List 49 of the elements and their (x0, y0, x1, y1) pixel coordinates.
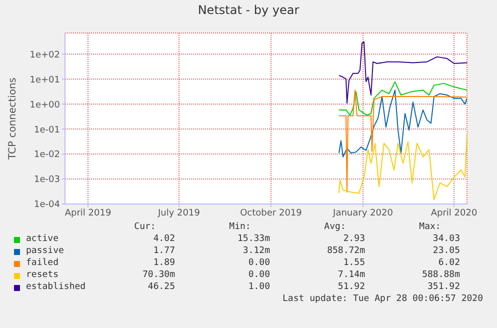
text: Max: (418, 222, 442, 232)
y-tick-label: 1e+01 (30, 75, 60, 86)
y-axis-title: TCP connections (8, 77, 19, 161)
text: 1.89 (152, 258, 175, 268)
text: 7.14m (336, 270, 365, 280)
text: 70.30m (141, 270, 175, 280)
text: 4.02 (152, 234, 175, 244)
chart-title: Netstat - by year (196, 3, 300, 17)
text: 0.00 (247, 258, 270, 268)
text: 858.72m (326, 246, 365, 256)
text: Last update: Tue Apr 28 00:06:57 2020 (282, 294, 483, 304)
text: 3.12m (242, 246, 270, 256)
text: 6.02 (437, 258, 460, 268)
line-series (338, 90, 467, 158)
y-tick-label: 1e-04 (34, 200, 60, 210)
text: 2.93 (342, 234, 365, 244)
y-tick-label: 1e-01 (34, 125, 60, 136)
text: Avg: (323, 222, 347, 232)
y-tick-label: 1e-03 (34, 175, 60, 186)
x-tick-label: April 2020 (430, 208, 478, 218)
x-tick-label: July 2019 (157, 208, 200, 218)
text: 23.05 (432, 246, 460, 256)
x-tick-label: January 2020 (332, 208, 394, 218)
line-series (338, 81, 467, 116)
text: 1.00 (247, 282, 270, 292)
legend-label: resets (26, 270, 59, 280)
x-tick-label: October 2019 (240, 208, 302, 218)
legend-label: active (26, 234, 59, 244)
legend-label: established (26, 282, 86, 292)
text: 46.25 (146, 282, 175, 292)
text: 1.77 (152, 246, 175, 256)
text: 351.92 (426, 282, 460, 292)
text: 588.88m (421, 270, 460, 280)
y-tick-label: 1e-02 (34, 150, 60, 160)
y-tick-label: 1e+00 (30, 100, 60, 110)
legend-label: passive (26, 246, 64, 256)
legend-label: failed (26, 258, 59, 268)
text: Min: (228, 222, 252, 232)
line-series (338, 90, 467, 193)
text: 34.03 (432, 234, 460, 244)
line-series (338, 132, 467, 200)
text: 0.00 (247, 270, 270, 280)
x-tick-label: April 2019 (64, 208, 112, 218)
line-series (338, 41, 467, 104)
text: Cur: (133, 222, 157, 232)
y-tick-label: 1e+02 (30, 50, 60, 60)
text: 1.55 (342, 258, 365, 268)
text: 15.33m (236, 234, 270, 244)
text: 51.92 (336, 282, 365, 292)
